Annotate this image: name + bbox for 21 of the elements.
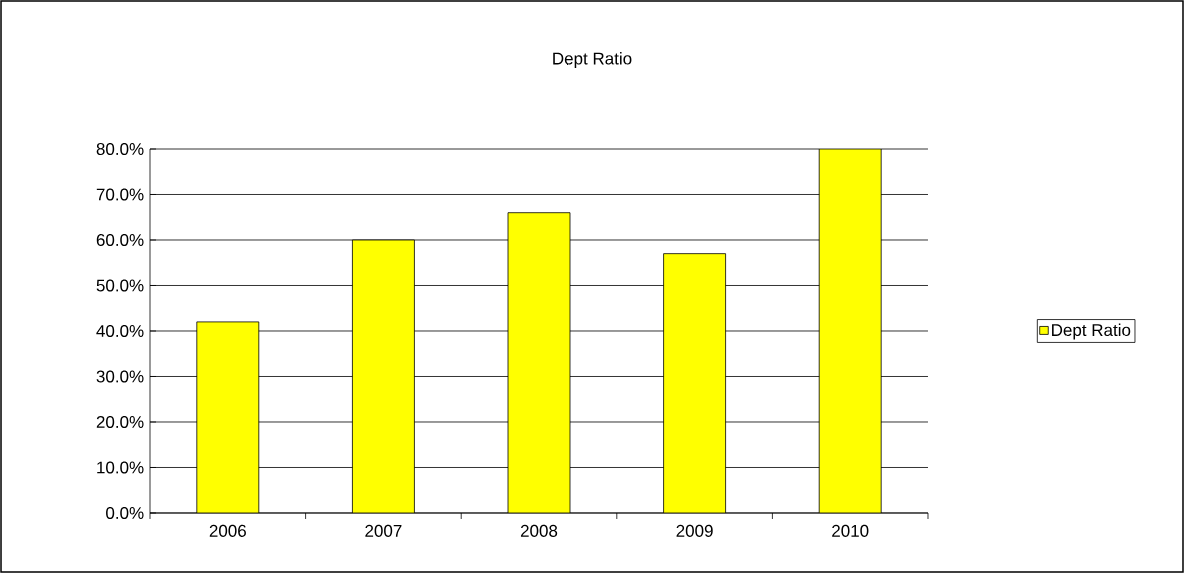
- x-tick-label: 2008: [520, 524, 558, 537]
- x-tick-label: 2006: [209, 524, 246, 537]
- y-tick-label: 40.0%: [96, 324, 144, 338]
- x-tick-label: 2010: [832, 524, 869, 537]
- y-tick-label: 50.0%: [96, 279, 144, 292]
- y-tick-label: 80.0%: [96, 142, 144, 156]
- y-tick-label: 10.0%: [97, 461, 144, 474]
- x-tick-label: 2009: [676, 524, 713, 537]
- x-tick-label: 2007: [365, 524, 402, 537]
- y-tick-label: 20.0%: [96, 415, 144, 429]
- bar: [196, 321, 260, 513]
- y-tick-label: 0.0%: [106, 506, 144, 520]
- y-tick-label: 30.0%: [96, 370, 144, 383]
- bar: [818, 149, 882, 513]
- bar: [663, 253, 726, 513]
- y-tick-label: 70.0%: [96, 188, 144, 201]
- bar: [507, 212, 571, 513]
- bar: [352, 239, 415, 513]
- legend-label: Dept Ratio: [1052, 323, 1131, 340]
- y-tick-label: 60.0%: [96, 233, 144, 247]
- chart-title: Dept Ratio: [553, 52, 632, 68]
